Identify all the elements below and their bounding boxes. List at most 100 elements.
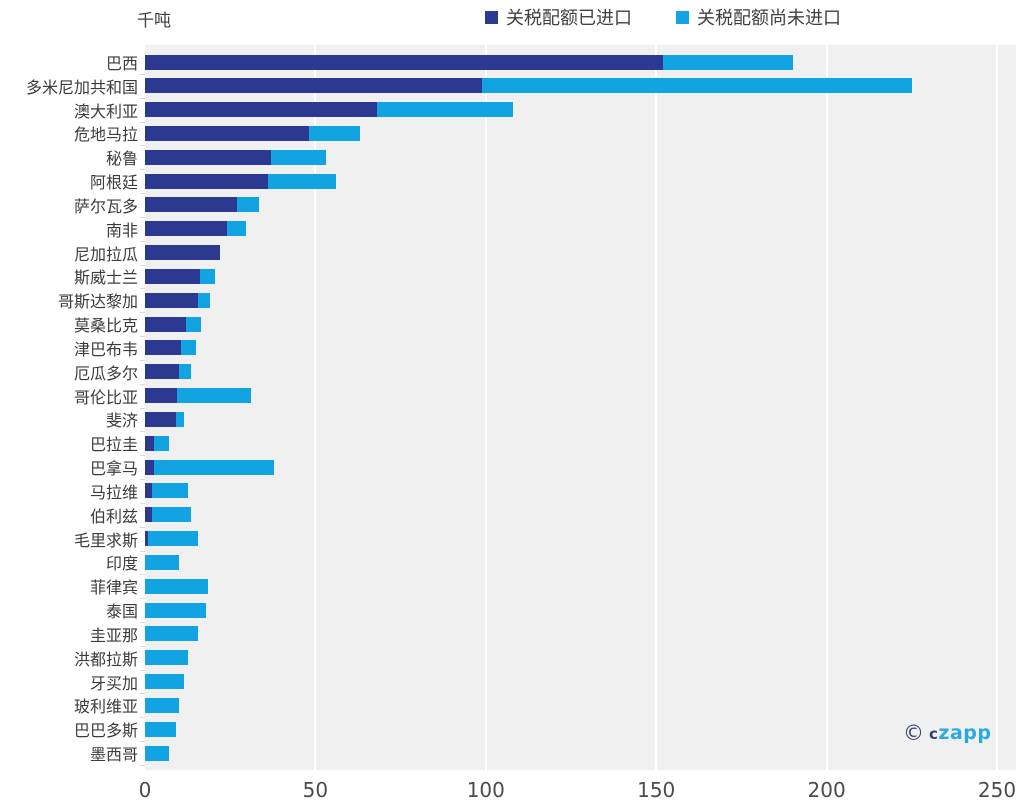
bar-segment-imported <box>145 268 200 284</box>
y-axis-tick <box>140 169 145 171</box>
watermark-czapp: © czapp <box>903 722 992 744</box>
category-label: 洪都拉斯 <box>73 649 138 669</box>
bar-segment-imported <box>145 149 272 165</box>
bar-segment-not-imported <box>376 102 514 118</box>
bar-row <box>145 459 275 475</box>
y-axis-tick <box>140 574 145 576</box>
bar-segment-not-imported <box>145 650 188 666</box>
category-label: 泰国 <box>105 602 138 622</box>
y-axis-tick <box>140 216 145 218</box>
category-label: 墨西哥 <box>89 745 138 765</box>
bar-row <box>145 292 210 308</box>
category-label: 厄瓜多尔 <box>73 363 138 383</box>
bar-segment-not-imported <box>151 507 191 523</box>
bar-row <box>145 388 251 404</box>
bar-segment-imported <box>145 102 377 118</box>
category-label: 尼加拉瓜 <box>73 244 138 264</box>
bar-segment-imported <box>145 197 238 213</box>
y-axis-tick <box>140 502 145 504</box>
category-label: 圭亚那 <box>89 625 138 645</box>
bar-segment-imported <box>145 78 483 94</box>
bar-segment-not-imported <box>308 125 360 141</box>
bar-row <box>145 507 191 523</box>
bar-row <box>145 650 188 666</box>
category-label: 巴巴多斯 <box>73 721 138 741</box>
category-label: 菲律宾 <box>89 578 138 598</box>
bar-row <box>145 531 198 547</box>
category-label: 斯威士兰 <box>73 268 138 288</box>
bar-row <box>145 268 215 284</box>
bar-segment-not-imported <box>175 411 185 427</box>
bar-segment-not-imported <box>180 340 197 356</box>
bar-segment-not-imported <box>151 483 188 499</box>
gridline-200 <box>825 45 828 770</box>
bar-row <box>145 697 180 713</box>
bar-segment-not-imported <box>226 221 246 237</box>
legend-label-not-imported: 关税配额尚未进口 <box>697 8 841 29</box>
watermark-brand-text: czapp <box>929 722 992 744</box>
y-axis-tick <box>140 383 145 385</box>
bar-row <box>145 78 912 94</box>
y-axis-tick <box>140 407 145 409</box>
category-label: 莫桑比克 <box>73 316 138 336</box>
y-axis-tick <box>140 669 145 671</box>
category-label: 秘鲁 <box>105 149 138 169</box>
bar-segment-imported <box>145 388 178 404</box>
legend-item-not-imported: 关税配额尚未进口 <box>676 4 841 30</box>
bar-row <box>145 197 260 213</box>
bar-segment-not-imported <box>197 292 210 308</box>
bar-segment-imported <box>145 340 181 356</box>
category-label: 斐济 <box>105 411 138 431</box>
gridline-50 <box>314 45 317 770</box>
y-axis-tick <box>140 764 145 766</box>
category-label: 危地马拉 <box>73 125 138 145</box>
bar-segment-not-imported <box>199 268 215 284</box>
category-label: 牙买加 <box>89 673 138 693</box>
gridline-250 <box>996 45 998 770</box>
category-label: 毛里求斯 <box>73 530 138 550</box>
y-axis-tick <box>140 193 145 195</box>
y-axis-tick <box>140 288 145 290</box>
bar-row <box>145 149 326 165</box>
bar-segment-not-imported <box>145 578 209 594</box>
copyright-icon: © <box>903 720 924 745</box>
y-axis-tick <box>140 526 145 528</box>
bar-segment-imported <box>145 316 186 332</box>
bar-segment-imported <box>145 221 227 237</box>
bar-row <box>145 340 197 356</box>
plot-area <box>140 45 1016 770</box>
y-axis-tick <box>140 264 145 266</box>
bar-segment-imported <box>145 364 180 380</box>
bar-segment-not-imported <box>663 54 793 70</box>
bar-segment-imported <box>145 435 154 451</box>
y-axis-tick <box>140 622 145 623</box>
y-axis-tick <box>140 97 145 99</box>
category-label: 阿根廷 <box>89 173 138 193</box>
bar-segment-not-imported <box>145 626 198 642</box>
bar-segment-imported <box>145 245 220 261</box>
category-label: 巴西 <box>105 54 138 73</box>
bar-segment-not-imported <box>153 435 169 451</box>
bar-row <box>145 316 202 332</box>
bar-row <box>145 102 514 118</box>
category-label: 萨尔瓦多 <box>73 196 138 216</box>
y-axis-tick <box>140 240 145 242</box>
y-axis-tick <box>140 479 145 481</box>
bar-row <box>145 554 180 570</box>
category-label: 玻利维亚 <box>73 697 138 717</box>
bar-segment-not-imported <box>237 197 260 213</box>
category-label: 印度 <box>105 554 138 574</box>
category-label: 马拉维 <box>89 482 138 502</box>
category-label: 巴拉圭 <box>89 435 138 455</box>
bar-segment-imported <box>145 507 152 523</box>
bar-row <box>145 602 207 618</box>
y-axis-tick <box>140 741 145 743</box>
category-label: 巴拿马 <box>89 459 138 479</box>
y-axis-tick <box>140 73 145 75</box>
category-label: 哥伦比亚 <box>73 387 138 407</box>
x-tick-label: 200 <box>807 778 846 802</box>
y-axis-tick <box>140 645 145 647</box>
gridline-100 <box>484 45 487 770</box>
bar-segment-imported <box>145 459 154 475</box>
